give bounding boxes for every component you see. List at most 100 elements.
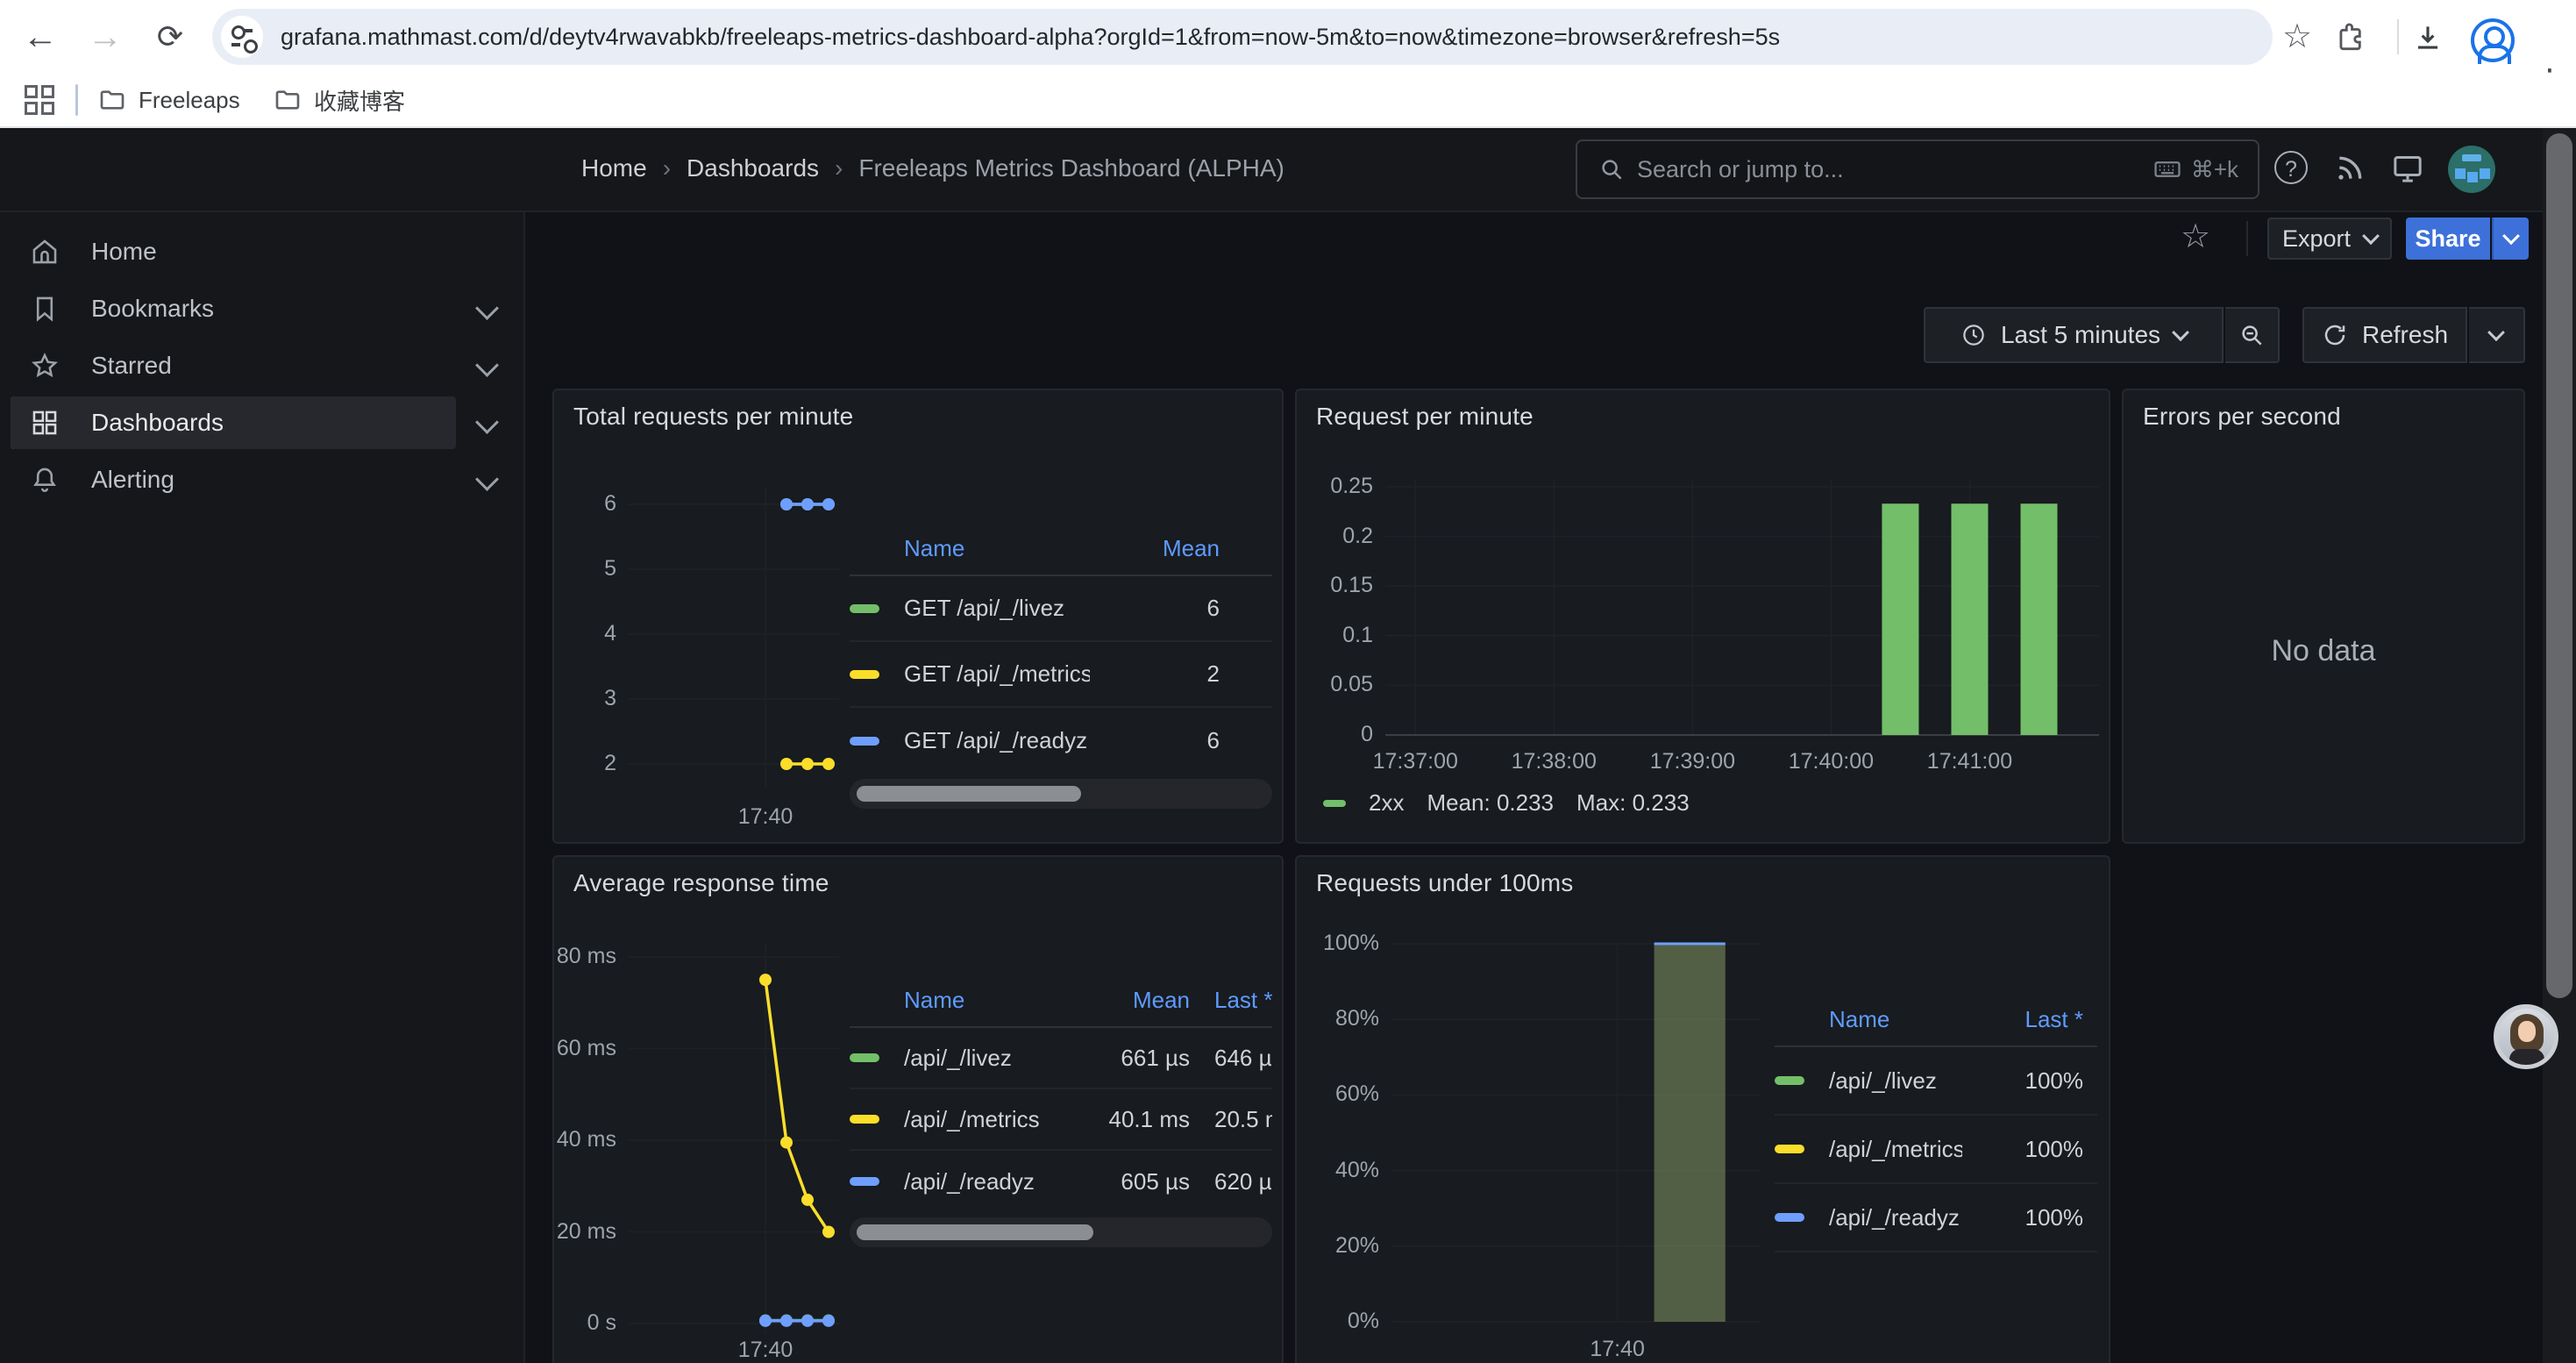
browser-back-icon[interactable]: ← [23,18,58,56]
zoom-out-time-button[interactable] [2225,307,2280,363]
chevron-down-icon [2362,227,2380,246]
legend-row[interactable]: /api/_/readyz 605 µs 620 µs [850,1151,1272,1212]
legend-column-header[interactable]: Last * [1214,986,1272,1013]
download-icon[interactable] [2411,21,2444,54]
bookmark-icon [36,296,53,322]
sidebar-item-label: Home [91,238,157,265]
sidebar-item-starred[interactable]: Starred [11,339,456,392]
refresh-icon [2324,325,2345,346]
address-bar[interactable]: grafana.mathmast.com/d/deytv4rwavabkb/fr… [212,9,2273,65]
chevron-down-icon[interactable] [475,296,499,320]
legend-swatch [1775,1145,1804,1153]
y-tick-label: 80 ms [556,944,616,968]
search-input[interactable]: Search or jump to... ⌘+k [1576,139,2259,199]
panel-title[interactable]: Total requests per minute [573,403,854,430]
x-tick-label: 17:39:00 [1649,749,1736,774]
legend-swatch [1323,799,1346,807]
legend-scrollbar-track[interactable] [850,779,1272,809]
legend-column-header[interactable]: Mean [1132,986,1190,1013]
sidebar-item-alerting[interactable]: Alerting [11,453,456,506]
legend-column-header[interactable]: Last * [2025,1005,2084,1032]
legend-row[interactable]: GET /api/_/metrics 2 [850,642,1272,708]
legend-column-header[interactable]: Mean [1162,534,1220,561]
sidebar-item-dashboards[interactable]: Dashboards [11,396,456,449]
legend-value: 100% [2025,1203,2084,1231]
panel-title[interactable]: Average response time [573,869,829,896]
floating-assistant-avatar[interactable] [2494,1004,2558,1069]
breadcrumb-home[interactable]: Home [581,154,647,182]
time-range-picker[interactable]: Last 5 minutes [1924,307,2224,363]
toolbar-divider [2397,19,2399,54]
panel-title[interactable]: Request per minute [1316,403,1534,430]
legend-swatch [850,1115,879,1124]
refresh-interval-button[interactable] [2469,307,2525,363]
legend-series-name: GET /api/_/readyz [904,727,1088,753]
refresh-button[interactable]: Refresh [2302,307,2467,363]
legend-column-header[interactable]: Name [1829,1005,1890,1032]
panel-title[interactable]: Errors per second [2143,403,2341,430]
panel-request-per-minute: Request per minute 0.25 0.2 0.15 0.1 0.05 0 17… [1295,389,2110,844]
browser-forward-icon[interactable]: → [88,18,123,56]
legend-row[interactable]: /api/_/metrics 40.1 ms 20.5 ms [850,1089,1272,1151]
avatar-body [2509,1049,2544,1065]
user-avatar[interactable] [2448,146,2495,193]
legend-row[interactable]: GET /api/_/readyz 6 [850,708,1272,774]
legend-row[interactable]: /api/_/readyz 100% [1775,1184,2097,1252]
share-menu-button[interactable] [2492,218,2529,260]
y-tick-label: 80% [1334,1006,1379,1031]
grafana-sidebar: Grafana Home Bookmarks Starred Dashboard… [0,128,525,1363]
legend-value: 20.5 ms [1214,1105,1272,1132]
sidebar-item-home[interactable]: Home [11,225,456,278]
favorite-dashboard-icon[interactable]: ☆ [2180,218,2211,255]
panel-title[interactable]: Requests under 100ms [1316,869,1574,896]
chart-request-per-minute[interactable]: 0.25 0.2 0.15 0.1 0.05 0 17:37:00 17:38:00 17:39… [1297,390,2112,846]
x-tick-label: 17:38:00 [1511,749,1597,774]
dashboards-icon [32,410,57,435]
chevron-down-icon[interactable] [475,353,499,377]
chevron-down-icon[interactable] [475,410,499,434]
legend-row[interactable]: /api/_/metrics 100% [1775,1116,2097,1184]
display-icon[interactable] [2390,151,2425,186]
browser-reload-icon[interactable]: ⟳ [156,18,184,54]
share-button[interactable]: Share [2406,218,2490,260]
legend-scrollbar-track[interactable] [850,1217,1272,1247]
chevron-down-icon [2502,227,2520,246]
y-tick-label: 0 s [587,1310,616,1335]
chart-requests-under-100ms[interactable]: 100% 80% 60% 40% 20% 0% 17:40 Name Last * /api/_/… [1297,857,2112,1363]
page-scrollbar-thumb[interactable] [2546,133,2572,998]
bookmark-folder-freeleaps[interactable]: Freeleaps [98,81,240,119]
y-tick-label: 0.1 [1342,622,1373,647]
y-tick-label: 100% [1323,931,1379,955]
legend-row[interactable]: /api/_/livez 100% [1775,1047,2097,1116]
chevron-down-icon[interactable] [475,467,499,491]
legend-series-name[interactable]: 2xx [1369,789,1405,816]
site-settings-icon[interactable] [221,16,263,58]
legend-row[interactable]: GET /api/_/livez 6 [850,576,1272,642]
bell-icon [33,467,56,492]
legend-scrollbar-thumb[interactable] [857,1224,1093,1240]
legend-series-name: /api/_/metrics [904,1105,1040,1132]
chevron-down-icon [2487,324,2505,342]
chart-average-response-time[interactable]: 80 ms 60 ms 40 ms 20 ms 0 s 17:40 Name Mean Last… [554,857,1285,1363]
legend-swatch [1775,1213,1804,1222]
chart-total-requests[interactable]: 6 5 4 3 2 17:40 Name Mean GET /api/_/livez 6 GET /… [554,390,1285,846]
bookmark-label: Freeleaps [139,86,240,113]
breadcrumb-dashboards[interactable]: Dashboards [687,154,820,182]
export-button[interactable]: Export [2267,218,2392,260]
legend-scrollbar-thumb[interactable] [857,786,1081,802]
sidebar-item-bookmarks[interactable]: Bookmarks [11,282,456,335]
extensions-icon[interactable] [2334,21,2367,54]
y-tick-label: 60 ms [556,1035,616,1060]
news-rss-icon[interactable] [2332,151,2367,186]
bookmark-folder-blogs[interactable]: 收藏博客 [274,81,405,119]
legend-row[interactable]: /api/_/livez 661 µs 646 µs [850,1028,1272,1089]
legend-column-header[interactable]: Name [904,534,965,561]
help-icon[interactable]: ? [2274,151,2308,184]
legend-column-header[interactable]: Name [904,986,965,1013]
y-tick-label: 20% [1334,1232,1379,1258]
browser-profile-icon[interactable] [2471,18,2515,64]
legend-inline: 2xx Mean: 0.233 Max: 0.233 [1323,789,1690,817]
x-tick-label: 17:40 [737,1338,793,1362]
apps-grid-icon[interactable] [25,85,54,115]
bookmark-star-icon[interactable]: ☆ [2281,18,2313,55]
